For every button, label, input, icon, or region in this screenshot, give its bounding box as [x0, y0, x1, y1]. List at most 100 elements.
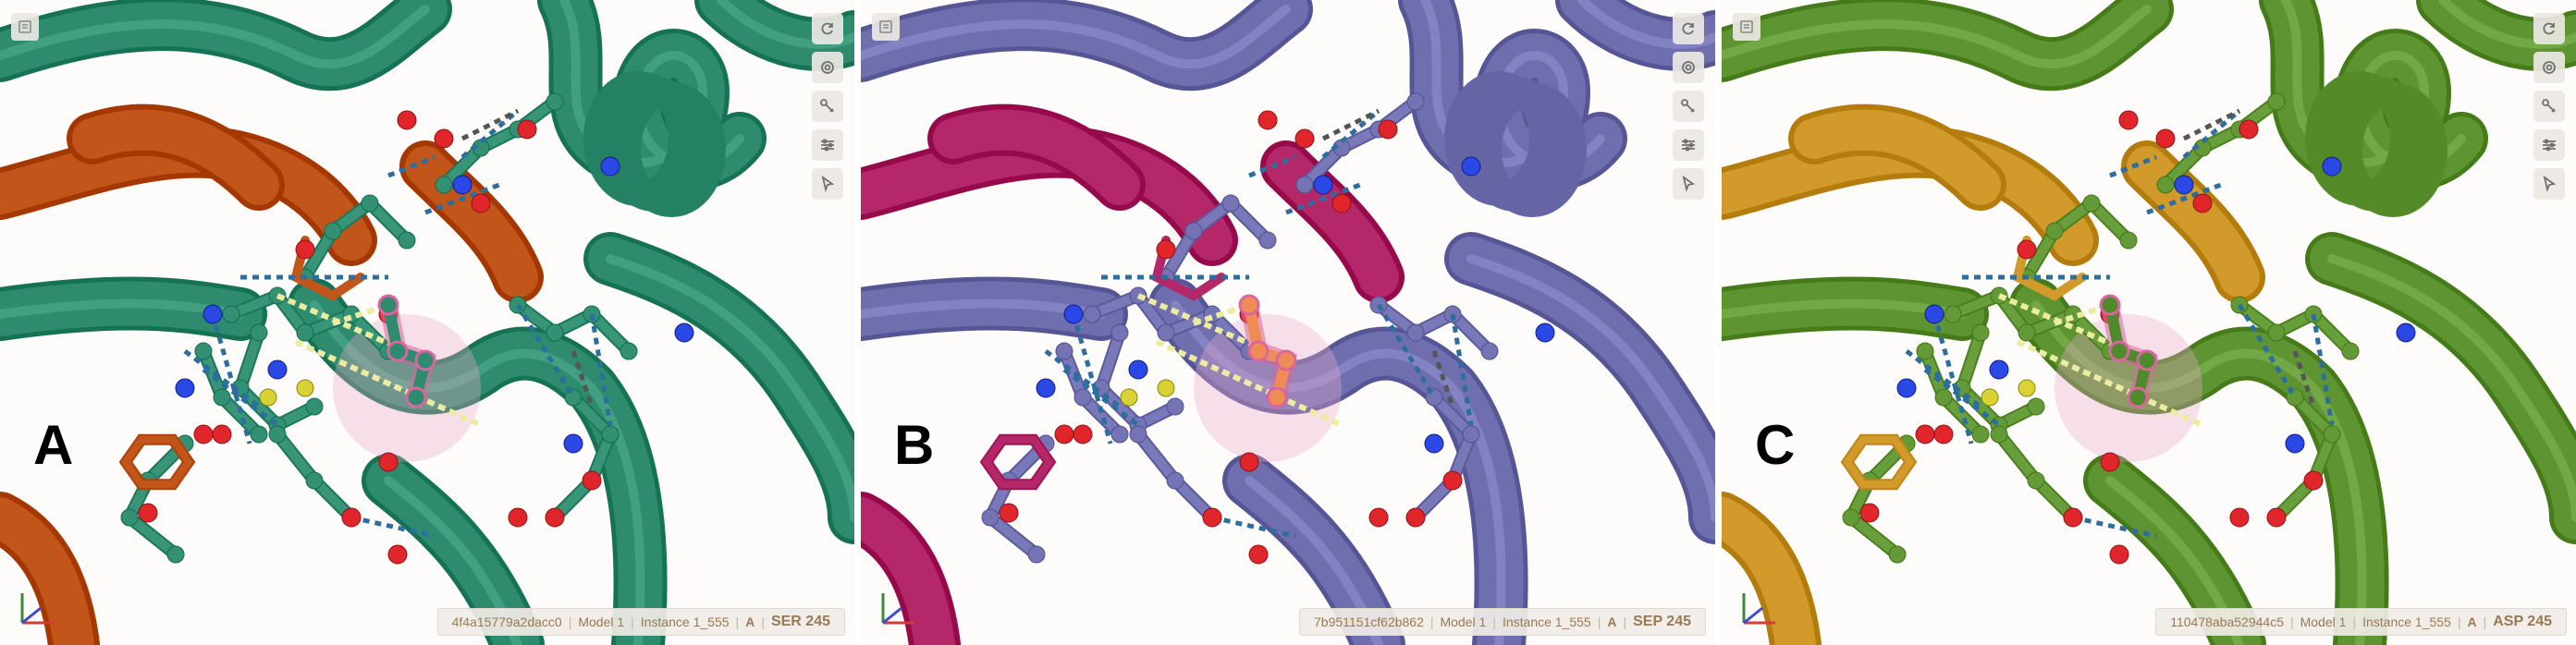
hydrogen-bond	[183, 349, 261, 408]
oxygen-atom	[1368, 507, 1389, 528]
oxygen-atom	[1915, 424, 1935, 444]
molecular-scene[interactable]	[1722, 0, 2576, 645]
oxygen-atom	[2100, 452, 2120, 472]
tools-icon	[1679, 97, 1698, 116]
sulfur-atom	[2018, 379, 2036, 397]
select-button[interactable]	[1673, 168, 1704, 200]
oxygen-atom	[138, 503, 158, 523]
selection-info-bar: 110478aba52944c5 | Model 1 | Instance 1_555 |…	[2155, 608, 2567, 636]
select-icon	[2540, 175, 2558, 193]
nitrogen-atom	[1313, 175, 1333, 195]
nitrogen-atom	[1461, 156, 1481, 176]
expand-view-button[interactable]	[872, 13, 900, 41]
nitrogen-atom	[600, 156, 620, 176]
interaction-line	[2182, 108, 2241, 141]
nitrogen-atom	[202, 304, 223, 324]
reset-view-button[interactable]	[812, 13, 843, 44]
oxygen-atom	[508, 507, 528, 528]
nitrogen-atom	[2174, 175, 2194, 195]
side-chain-stick	[1300, 97, 1420, 189]
hydrogen-bond	[1062, 368, 1140, 427]
oxygen-atom	[1442, 470, 1463, 491]
select-button[interactable]	[2533, 168, 2565, 200]
oxygen-atom	[2192, 193, 2213, 213]
settings-icon	[818, 136, 837, 154]
settings-icon	[1679, 136, 1698, 154]
hydrogen-bond	[350, 515, 435, 539]
focus-residue[interactable]	[383, 299, 433, 403]
nitrogen-atom	[674, 322, 694, 343]
tools-button[interactable]	[2533, 91, 2565, 122]
separator: |	[631, 615, 634, 629]
oxygen-atom	[212, 424, 232, 444]
reset-view-button[interactable]	[2533, 13, 2565, 44]
hydrogen-bond	[1321, 109, 1380, 159]
separator: |	[761, 615, 765, 629]
oxygen-atom	[2266, 507, 2287, 528]
interaction-line	[460, 108, 520, 141]
side-chain-stick	[1846, 439, 1911, 559]
nitrogen-atom	[175, 378, 195, 398]
oxygen-atom	[1294, 128, 1315, 149]
oxygen-atom	[999, 503, 1019, 523]
separator: |	[2290, 615, 2294, 629]
nitrogen-atom	[1989, 359, 2009, 380]
nitrogen-atom	[1424, 433, 1444, 454]
screenshot-button[interactable]	[2533, 52, 2565, 83]
oxygen-atom	[1378, 119, 1398, 140]
side-chain-stick	[1957, 328, 2041, 430]
screenshot-button[interactable]	[1673, 52, 1704, 83]
separator: |	[1429, 615, 1434, 629]
side-chain-stick	[2272, 393, 2337, 522]
oxygen-atom	[1331, 193, 1352, 213]
expand-view-button[interactable]	[1733, 13, 1760, 41]
tools-button[interactable]	[1673, 91, 1704, 122]
orientation-axes-icon	[881, 593, 914, 625]
separator: |	[568, 615, 572, 629]
hydrogen-bond	[1376, 303, 1437, 399]
viewer-panel-a[interactable]: A 4f4a15779a2dacc0 | Model 1 | Instance 1_555…	[0, 0, 854, 645]
separator: |	[2352, 615, 2357, 629]
focus-residue[interactable]	[2104, 299, 2154, 403]
screenshot-button[interactable]	[812, 52, 843, 83]
expand-view-button[interactable]	[11, 13, 39, 41]
separator: |	[1597, 615, 1601, 629]
oxygen-atom	[1859, 503, 1880, 523]
oxygen-atom	[2109, 544, 2129, 565]
select-icon	[818, 175, 837, 193]
settings-button[interactable]	[2533, 129, 2565, 161]
orientation-axes-icon	[1742, 593, 1775, 625]
oxygen-atom	[2239, 119, 2259, 140]
viewer-panel-c[interactable]: C 110478aba52944c5 | Model 1 | Instance 1_555…	[1722, 0, 2576, 645]
settings-button[interactable]	[812, 129, 843, 161]
settings-button[interactable]	[1673, 129, 1704, 161]
aromatic-ring	[1843, 435, 1915, 489]
molecular-scene[interactable]	[0, 0, 854, 645]
nitrogen-atom	[1128, 359, 1148, 380]
molecular-scene[interactable]	[861, 0, 1715, 645]
side-chain-stick	[236, 328, 319, 430]
screenshot-icon	[818, 58, 837, 77]
hydrogen-bond	[1211, 515, 1296, 539]
side-chain-stick	[125, 439, 190, 559]
side-chain-stick	[986, 439, 1050, 559]
hydrogen-bond	[460, 109, 520, 159]
hydrogen-bond	[202, 368, 279, 427]
entry-id: 7b951151cf62b862	[1314, 615, 1424, 629]
partner-ribbon	[0, 497, 94, 645]
tools-button[interactable]	[812, 91, 843, 122]
nitrogen-atom	[563, 433, 583, 454]
hydrogen-bond	[424, 182, 500, 215]
oxygen-atom	[1405, 507, 1426, 528]
reset-view-button[interactable]	[1673, 13, 1704, 44]
focus-residue[interactable]	[1244, 299, 1294, 403]
instance-label: Instance 1_555	[2362, 615, 2451, 629]
partner-ribbon	[861, 497, 955, 645]
select-button[interactable]	[812, 168, 843, 200]
viewer-panel-b[interactable]: B 7b951151cf62b862 | Model 1 | Instance 1_555…	[861, 0, 1715, 645]
viewer-toolbar	[1673, 13, 1704, 200]
nitrogen-atom	[1924, 304, 1944, 324]
side-chain-stick	[301, 199, 411, 282]
partner-ribbon	[1794, 109, 2001, 205]
hydrogen-bond	[1248, 154, 1296, 178]
